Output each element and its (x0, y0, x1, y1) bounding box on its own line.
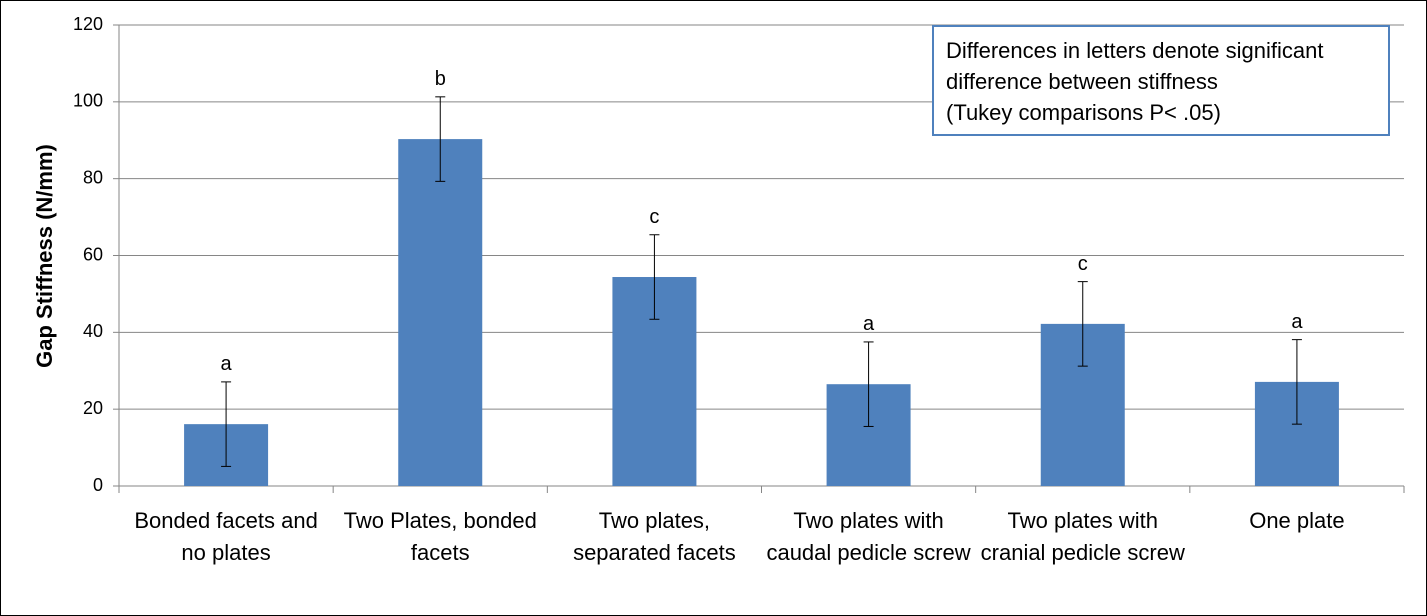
x-tick-label: Two plates with cranial pedicle screw (980, 508, 1185, 565)
x-tick-label: Two plates, separated facets (573, 508, 736, 565)
y-tick-label: 80 (83, 167, 103, 187)
y-tick-label: 20 (83, 398, 103, 418)
bar-letter: a (863, 313, 875, 335)
bar-letter: c (649, 206, 659, 228)
annotation-box: Differences in letters denote significan… (932, 25, 1390, 136)
bar (398, 139, 483, 486)
y-tick-label: 100 (73, 91, 103, 111)
y-axis-label: Gap Stiffness (N/mm) (32, 144, 57, 368)
bar-letter: a (221, 353, 233, 375)
bar-letter: b (435, 68, 446, 90)
x-tick-label: Bonded facets and no plates (134, 508, 318, 565)
y-tick-label: 0 (93, 475, 103, 495)
y-tick-label: 40 (83, 321, 103, 341)
bar-letter: c (1078, 253, 1088, 275)
x-tick-label: One plate (1249, 508, 1345, 533)
annotation-line: Differences in letters denote significan… (946, 38, 1324, 63)
x-tick-label: Two Plates, bonded facets (343, 508, 537, 565)
y-tick-label: 60 (83, 244, 103, 264)
x-tick-label: Two plates with caudal pedicle screw (766, 508, 971, 565)
annotation-line: (Tukey comparisons P< .05) (946, 100, 1221, 125)
annotation-line: difference between stiffness (946, 69, 1218, 94)
y-tick-label: 120 (73, 14, 103, 34)
bar-letter: a (1291, 311, 1303, 333)
